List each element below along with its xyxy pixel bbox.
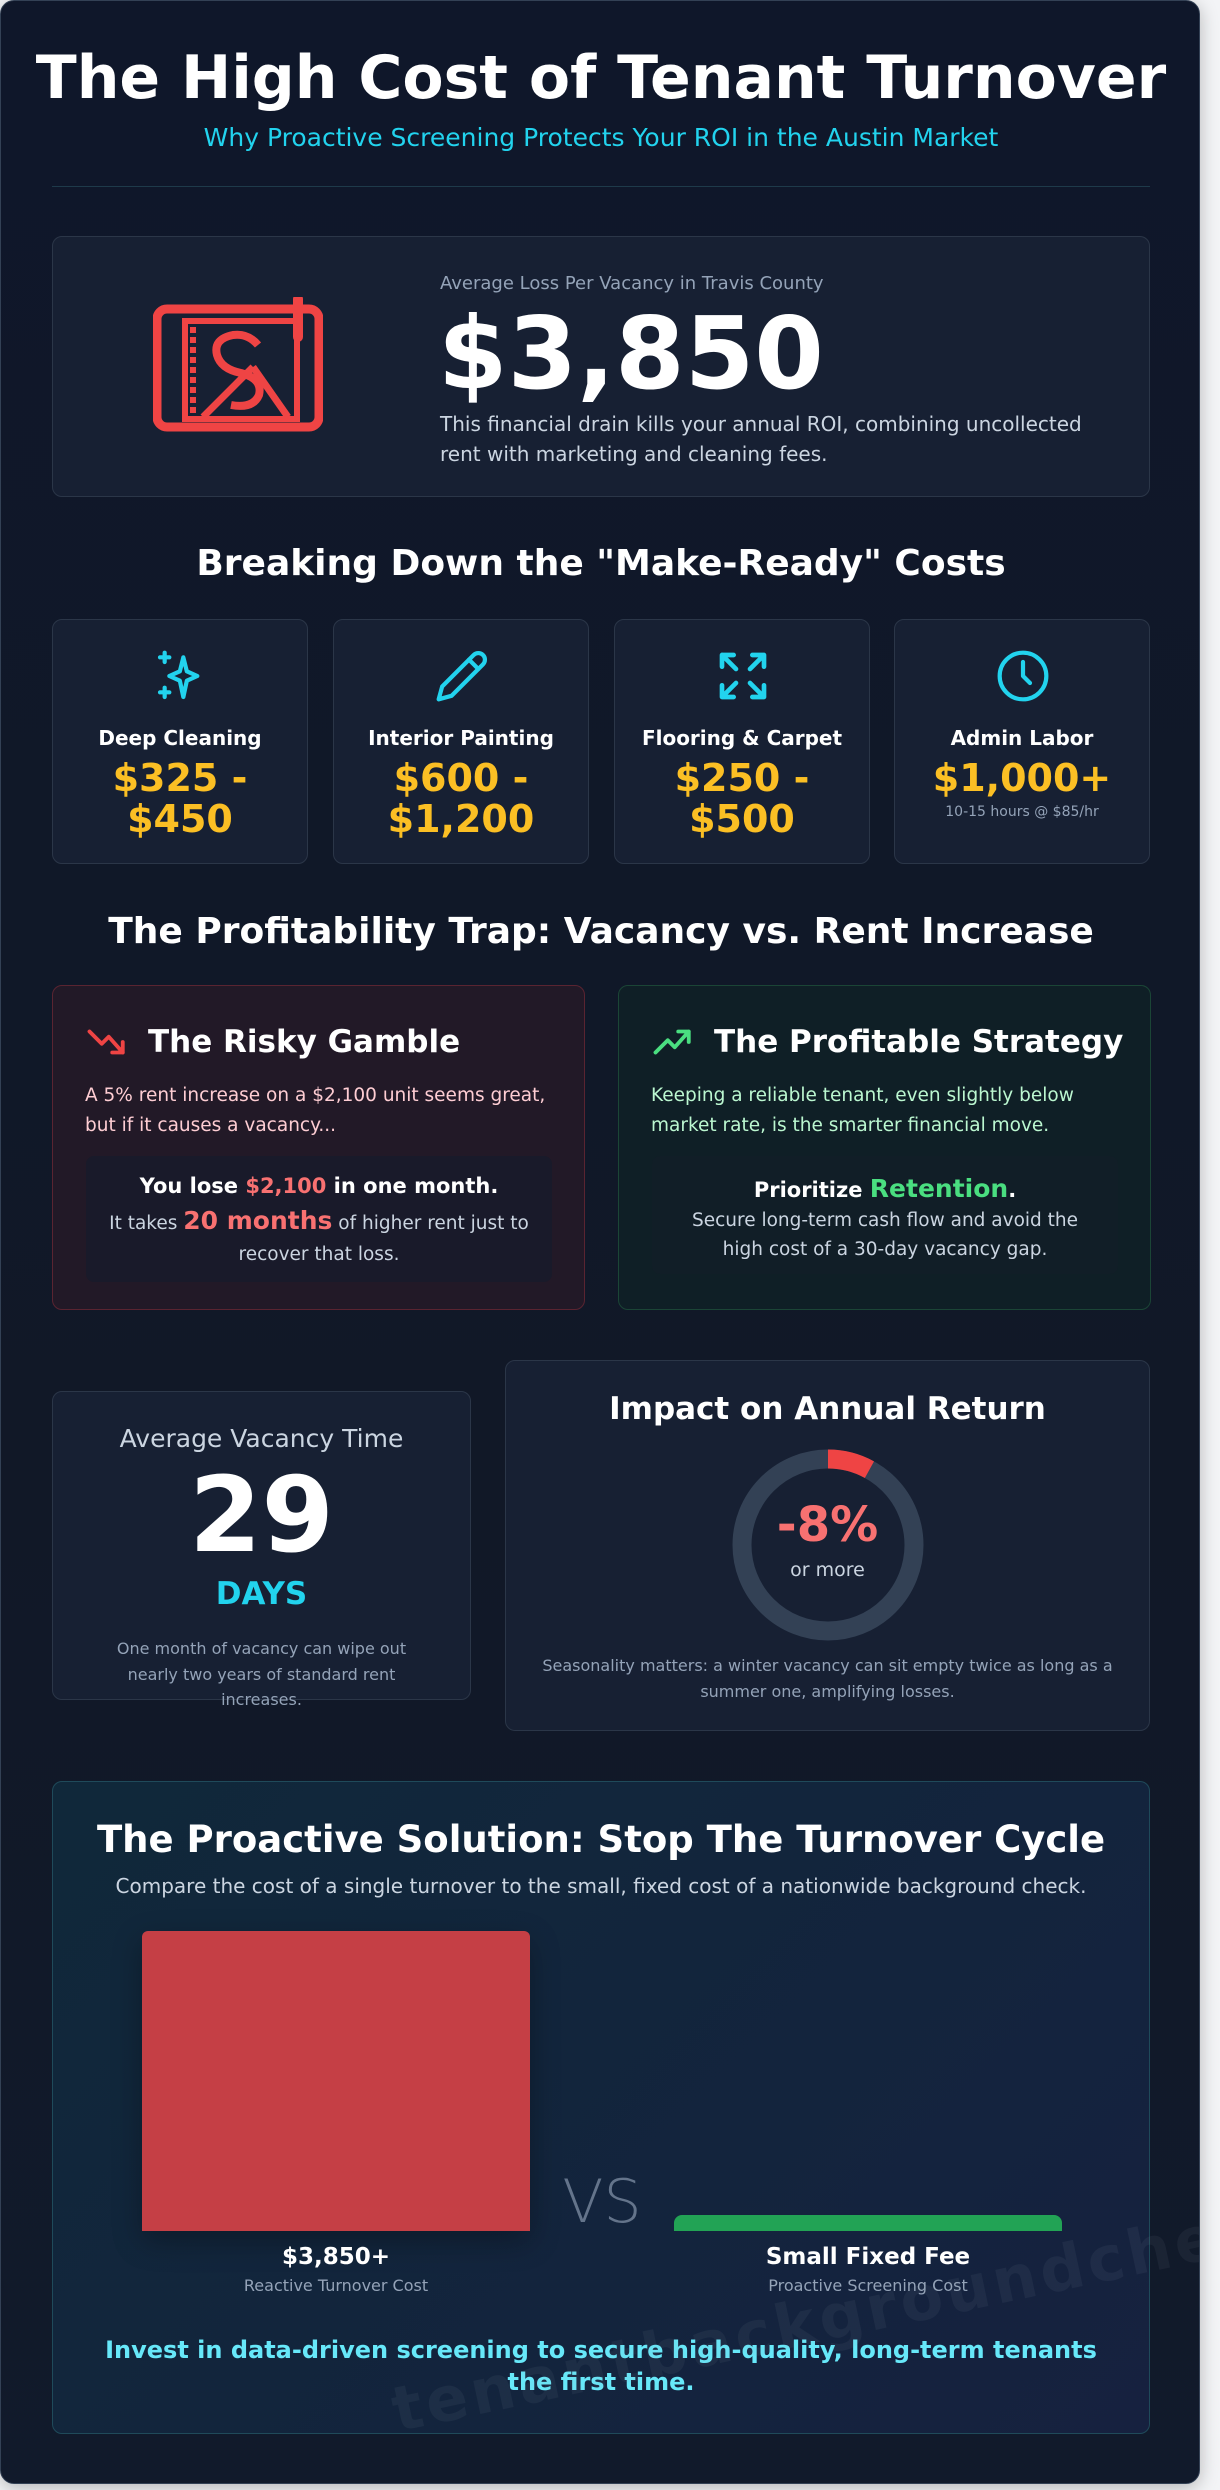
vs-label: VS — [562, 2167, 642, 2237]
trending-up-icon — [653, 1029, 691, 1055]
vacancy-card: Average Vacancy Time 29 DAYS One month o… — [52, 1391, 471, 1709]
cost-card-admin: Admin Labor $1,000+ 10-15 hours @ $85/hr — [894, 619, 1150, 864]
cost-card-cleaning: Deep Cleaning $325 - $450 — [52, 619, 308, 864]
cost-value-line: $1,200 — [387, 797, 535, 842]
divider — [52, 186, 1150, 187]
screening-cost-label: Proactive Screening Cost — [768, 2276, 968, 2295]
solution-subtitle: Compare the cost of a single turnover to… — [115, 1874, 1087, 1898]
profitable-strategy-card: The Profitable Strategy Keeping a reliab… — [618, 985, 1151, 1310]
cost-value: $325 - $450 — [53, 756, 307, 842]
cost-name: Interior Painting — [368, 726, 554, 750]
cost-value: $250 - $500 — [615, 756, 869, 842]
cost-value-line: $500 — [689, 797, 795, 842]
hero-value: $3,850 — [438, 295, 824, 412]
text: You lose — [139, 1174, 246, 1198]
retention-word: Retention — [869, 1174, 1009, 1203]
impact-value: -8% — [776, 1497, 879, 1553]
turnover-cost-label: Reactive Turnover Cost — [243, 2276, 429, 2295]
solution-cta: Invest in data-driven screening to secur… — [105, 2336, 1097, 2397]
risky-title: The Risky Gamble — [148, 1024, 461, 1060]
vacancy-label: Average Vacancy Time — [119, 1424, 404, 1453]
trending-down-icon — [87, 1029, 125, 1055]
profitable-header: The Profitable Strategy — [652, 1024, 1123, 1060]
risky-loss-line: You lose $2,100 in one month. — [86, 1174, 552, 1198]
hero-description: This financial drain kills your annual R… — [440, 412, 1082, 466]
impact-donut-chart — [732, 1449, 924, 1641]
text: . — [1008, 1178, 1017, 1202]
solution-title: The Proactive Solution: Stop The Turnove… — [96, 1818, 1106, 1861]
page-title: The High Cost of Tenant Turnover — [35, 43, 1167, 113]
cost-name: Deep Cleaning — [98, 726, 262, 750]
vacancy-unit: DAYS — [215, 1576, 308, 1613]
prioritize-line: Prioritize Retention. — [652, 1174, 1118, 1203]
breakdown-heading: Breaking Down the "Make-Ready" Costs — [196, 543, 1006, 584]
sparkles-icon — [157, 650, 200, 700]
months-amount: 20 months — [183, 1206, 333, 1235]
cost-name: Flooring & Carpet — [641, 726, 843, 750]
turnover-cost-bar — [142, 1931, 530, 2231]
text: in one month. — [326, 1174, 499, 1198]
cost-card-flooring: Flooring & Carpet $250 - $500 — [614, 619, 870, 864]
cost-note: 10-15 hours @ $85/hr — [945, 804, 1099, 820]
turnover-cost-value: $3,850+ — [281, 2244, 391, 2270]
cost-value: $600 - $1,200 — [334, 756, 588, 842]
cost-value-line: $325 - — [112, 756, 248, 800]
cost-value-line: $1,000+ — [932, 756, 1112, 800]
vacancy-note: One month of vacancy can wipe out nearly… — [116, 1639, 407, 1710]
loss-amount: $2,100 — [245, 1174, 327, 1198]
impact-note: Seasonality matters: a winter vacancy ca… — [542, 1656, 1113, 1701]
money-off-icon — [153, 297, 323, 432]
cost-value-line: $600 - — [393, 756, 529, 800]
expand-arrows-icon — [719, 652, 767, 700]
donut-value-arc — [732, 1449, 924, 1641]
text: Prioritize — [753, 1178, 870, 1202]
hero-card: Average Loss Per Vacancy in Travis Count… — [52, 236, 1150, 497]
clock-icon — [997, 650, 1049, 702]
risky-body: A 5% rent increase on a $2,100 unit seem… — [85, 1085, 546, 1136]
page-subtitle: Why Proactive Screening Protects Your RO… — [203, 123, 999, 152]
profitable-title: The Profitable Strategy — [714, 1024, 1124, 1060]
screening-cost-value: Small Fixed Fee — [765, 2244, 971, 2270]
risky-callout: You lose $2,100 in one month. It takes 2… — [86, 1156, 552, 1282]
text: of higher rent just to recover that loss… — [238, 1213, 529, 1265]
pencil-icon — [436, 651, 487, 702]
solution-card: The Proactive Solution: Stop The Turnove… — [52, 1781, 1150, 2434]
hero-label: Average Loss Per Vacancy in Travis Count… — [440, 273, 824, 294]
cost-value-line: $250 - — [674, 756, 810, 800]
profitable-callout: Prioritize Retention. Secure long-term c… — [652, 1156, 1118, 1274]
cost-name: Admin Labor — [950, 726, 1094, 750]
impact-title: Impact on Annual Return — [609, 1391, 1046, 1427]
risky-header: The Risky Gamble — [86, 1024, 460, 1060]
cost-card-painting: Interior Painting $600 - $1,200 — [333, 619, 589, 864]
screening-cost-bar — [674, 2215, 1062, 2231]
cost-value: $1,000+ — [895, 756, 1149, 800]
text: It takes — [109, 1213, 184, 1234]
vacancy-value: 29 — [189, 1454, 334, 1576]
profitable-body: Keeping a reliable tenant, even slightly… — [651, 1085, 1074, 1136]
cost-value-line: $450 — [127, 797, 233, 842]
impact-card: Impact on Annual Return -8% or more Seas… — [505, 1360, 1150, 1731]
profitable-detail: Secure long-term cash flow and avoid the… — [691, 1210, 1079, 1260]
risky-recover-line: It takes 20 months of higher rent just t… — [86, 1202, 552, 1269]
impact-value-sub: or more — [790, 1559, 865, 1581]
risky-gamble-card: The Risky Gamble A 5% rent increase on a… — [52, 985, 585, 1310]
trap-heading: The Profitability Trap: Vacancy vs. Rent… — [108, 911, 1094, 952]
